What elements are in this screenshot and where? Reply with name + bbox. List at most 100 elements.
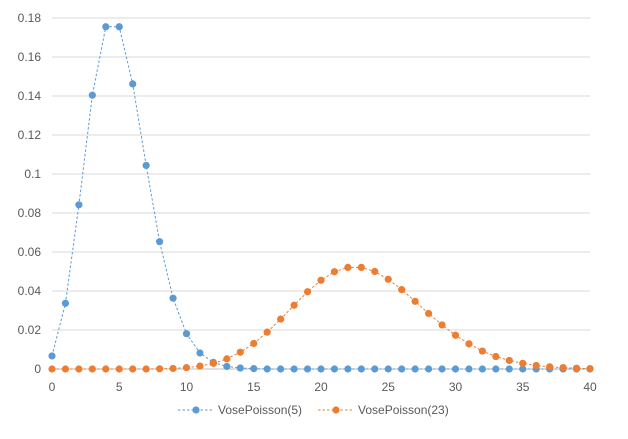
data-point [263,365,271,373]
data-point [142,365,150,373]
data-point [209,359,217,367]
data-point [532,361,540,370]
data-point [586,365,594,373]
data-point [357,365,365,373]
data-point [290,365,298,373]
x-tick-label: 15 [247,380,261,394]
data-point [317,365,325,373]
data-point [371,365,379,373]
data-point [88,91,96,99]
data-point [61,299,70,307]
data-point [425,309,433,318]
legend-item: VosePoisson(5) [178,403,302,417]
data-point [142,161,150,170]
data-point [519,359,527,367]
y-tick-label: 0.06 [18,245,42,259]
data-point [129,365,137,373]
data-point [250,365,258,373]
data-point [196,362,204,370]
data-point [572,364,581,372]
legend-label: VosePoisson(5) [218,403,302,417]
data-point [317,276,325,284]
data-point [478,365,486,373]
x-tick-label: 20 [314,380,328,394]
data-point [303,365,312,373]
data-point [505,365,513,373]
data-point [465,340,473,348]
data-point [330,365,339,373]
data-point [129,80,137,88]
data-point [505,356,513,365]
data-point [115,365,123,373]
data-point [465,365,473,373]
data-point [330,268,339,276]
data-point [61,365,70,373]
data-point [156,238,164,246]
y-tick-label: 0.12 [18,128,42,142]
data-point [236,364,244,372]
data-point [169,294,177,302]
data-point [236,348,244,356]
data-point [411,297,419,305]
y-tick-label: 0.04 [18,284,42,298]
data-point [48,352,56,360]
data-point [250,339,258,348]
x-tick-label: 0 [49,380,56,394]
data-point [290,301,298,309]
data-point [156,365,164,373]
legend-marker [192,406,200,414]
y-tick-label: 0.18 [18,11,42,25]
data-point [559,364,567,372]
data-point [384,365,392,373]
data-point [182,364,191,372]
data-point [384,275,392,283]
data-point [519,365,527,373]
data-point [169,364,177,373]
data-point [398,286,406,294]
data-point [451,365,460,373]
x-tick-label: 30 [449,380,463,394]
data-point [102,23,110,31]
legend-marker [332,406,340,414]
data-point [344,263,352,272]
data-point [411,365,419,373]
data-point [438,365,446,373]
data-point [492,365,500,373]
data-point [88,365,96,373]
x-tick-label: 5 [116,380,123,394]
x-tick-label: 10 [180,380,194,394]
y-tick-label: 0.1 [24,167,41,181]
data-point [75,365,83,373]
data-point [263,328,271,336]
y-tick-label: 0.02 [18,323,42,337]
x-tick-label: 25 [382,380,396,394]
y-tick-label: 0.16 [18,50,42,64]
data-point [182,330,191,338]
series-line [51,26,590,370]
data-point [438,321,446,329]
data-point [75,201,83,209]
data-point [115,23,123,31]
legend-item: VosePoisson(23) [318,403,449,417]
data-point [344,365,352,373]
y-tick-label: 0.14 [18,89,42,103]
data-point [196,349,204,357]
legend-label: VosePoisson(23) [358,403,449,417]
x-tick-label: 40 [583,380,597,394]
data-point [451,331,460,339]
x-tick-label: 35 [516,380,530,394]
y-tick-label: 0.08 [18,206,42,220]
data-point [371,267,379,276]
series-1 [48,23,594,373]
data-point [277,315,285,323]
data-point [48,365,56,373]
data-point [492,352,500,361]
data-point [303,288,312,296]
data-point [277,365,285,373]
data-point [546,363,554,371]
data-point [425,365,433,373]
data-point [223,355,231,363]
data-point [357,263,365,272]
